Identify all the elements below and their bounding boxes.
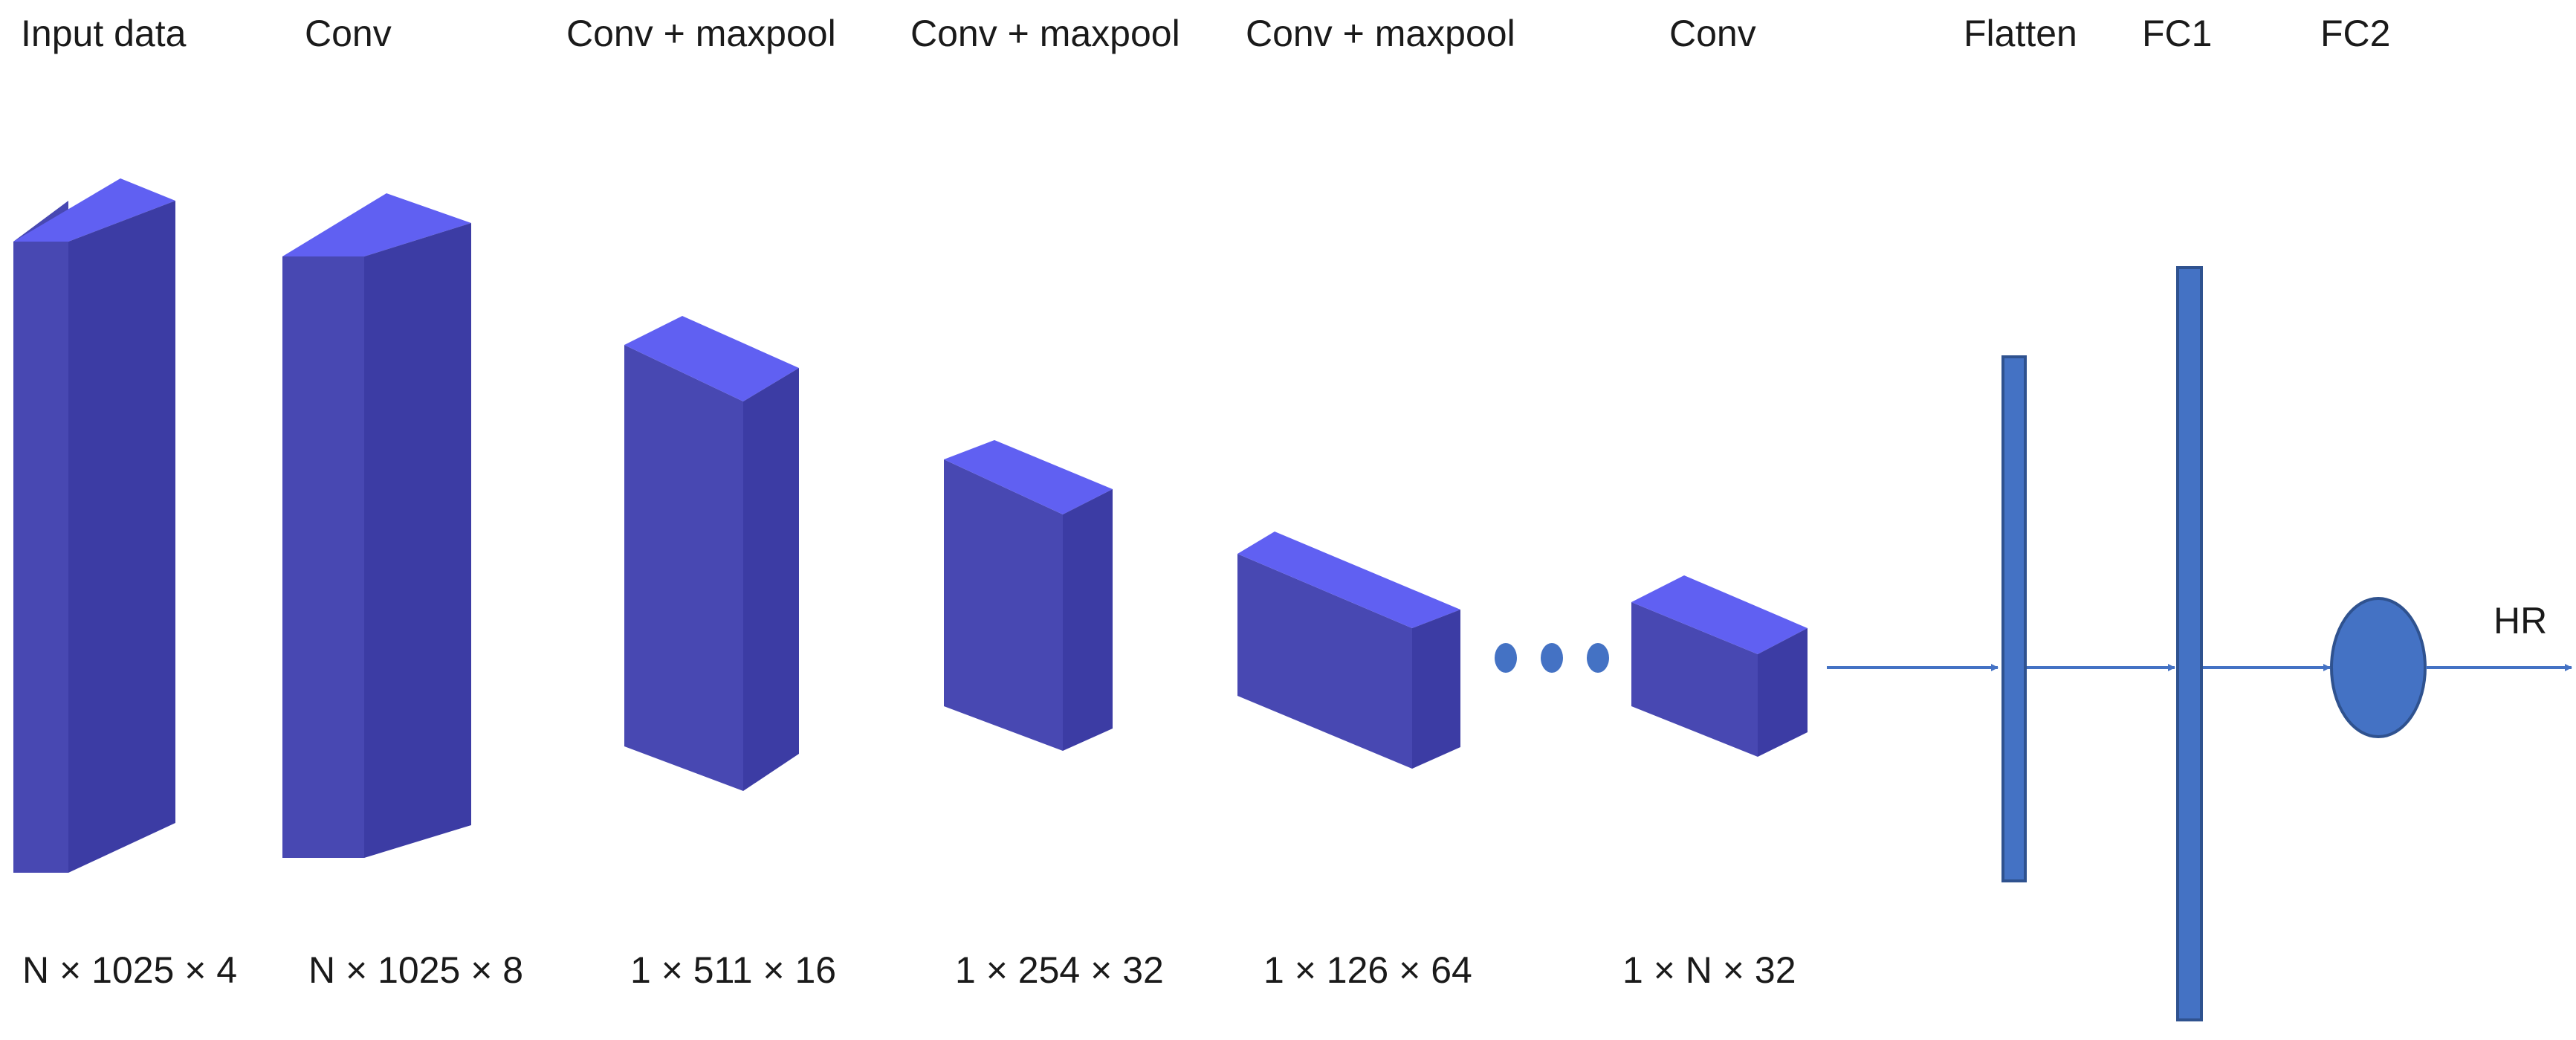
block-conv-maxpool-3 xyxy=(1237,532,1460,769)
shape-label-conv-1: N × 1025 × 8 xyxy=(308,949,523,991)
layer-title-flatten: Flatten xyxy=(1964,13,2077,54)
layer-title-conv-maxpool-3: Conv + maxpool xyxy=(1246,13,1515,54)
layer-title-fc1: FC1 xyxy=(2142,13,2212,54)
layer-title-fc2: FC2 xyxy=(2320,13,2390,54)
flatten-layer xyxy=(2001,355,2027,882)
shape-label-conv-2: 1 × N × 32 xyxy=(1622,949,1796,991)
layer-title-conv-1: Conv xyxy=(305,13,392,54)
block-conv-maxpool-2 xyxy=(944,440,1113,751)
block-conv-2 xyxy=(1631,575,1808,757)
output-label-hr: HR xyxy=(2494,600,2547,642)
shape-label-conv-maxpool-2: 1 × 254 × 32 xyxy=(955,949,1164,991)
ellipsis-dots-icon xyxy=(1495,643,1609,673)
block-conv-1 xyxy=(282,193,471,858)
block-conv-maxpool-1 xyxy=(624,316,799,791)
block-input-data xyxy=(13,178,175,873)
shape-label-conv-maxpool-1: 1 × 511 × 16 xyxy=(630,949,836,991)
layer-title-conv-maxpool-1: Conv + maxpool xyxy=(566,13,836,54)
layer-title-conv-maxpool-2: Conv + maxpool xyxy=(910,13,1180,54)
fc1-layer xyxy=(2176,266,2203,1021)
layer-title-conv-2: Conv xyxy=(1669,13,1756,54)
layer-title-input-data: Input data xyxy=(21,13,187,54)
shape-label-conv-maxpool-3: 1 × 126 × 64 xyxy=(1263,949,1472,991)
shape-label-input-data: N × 1025 × 4 xyxy=(22,949,237,991)
fc2-node xyxy=(2330,597,2427,738)
